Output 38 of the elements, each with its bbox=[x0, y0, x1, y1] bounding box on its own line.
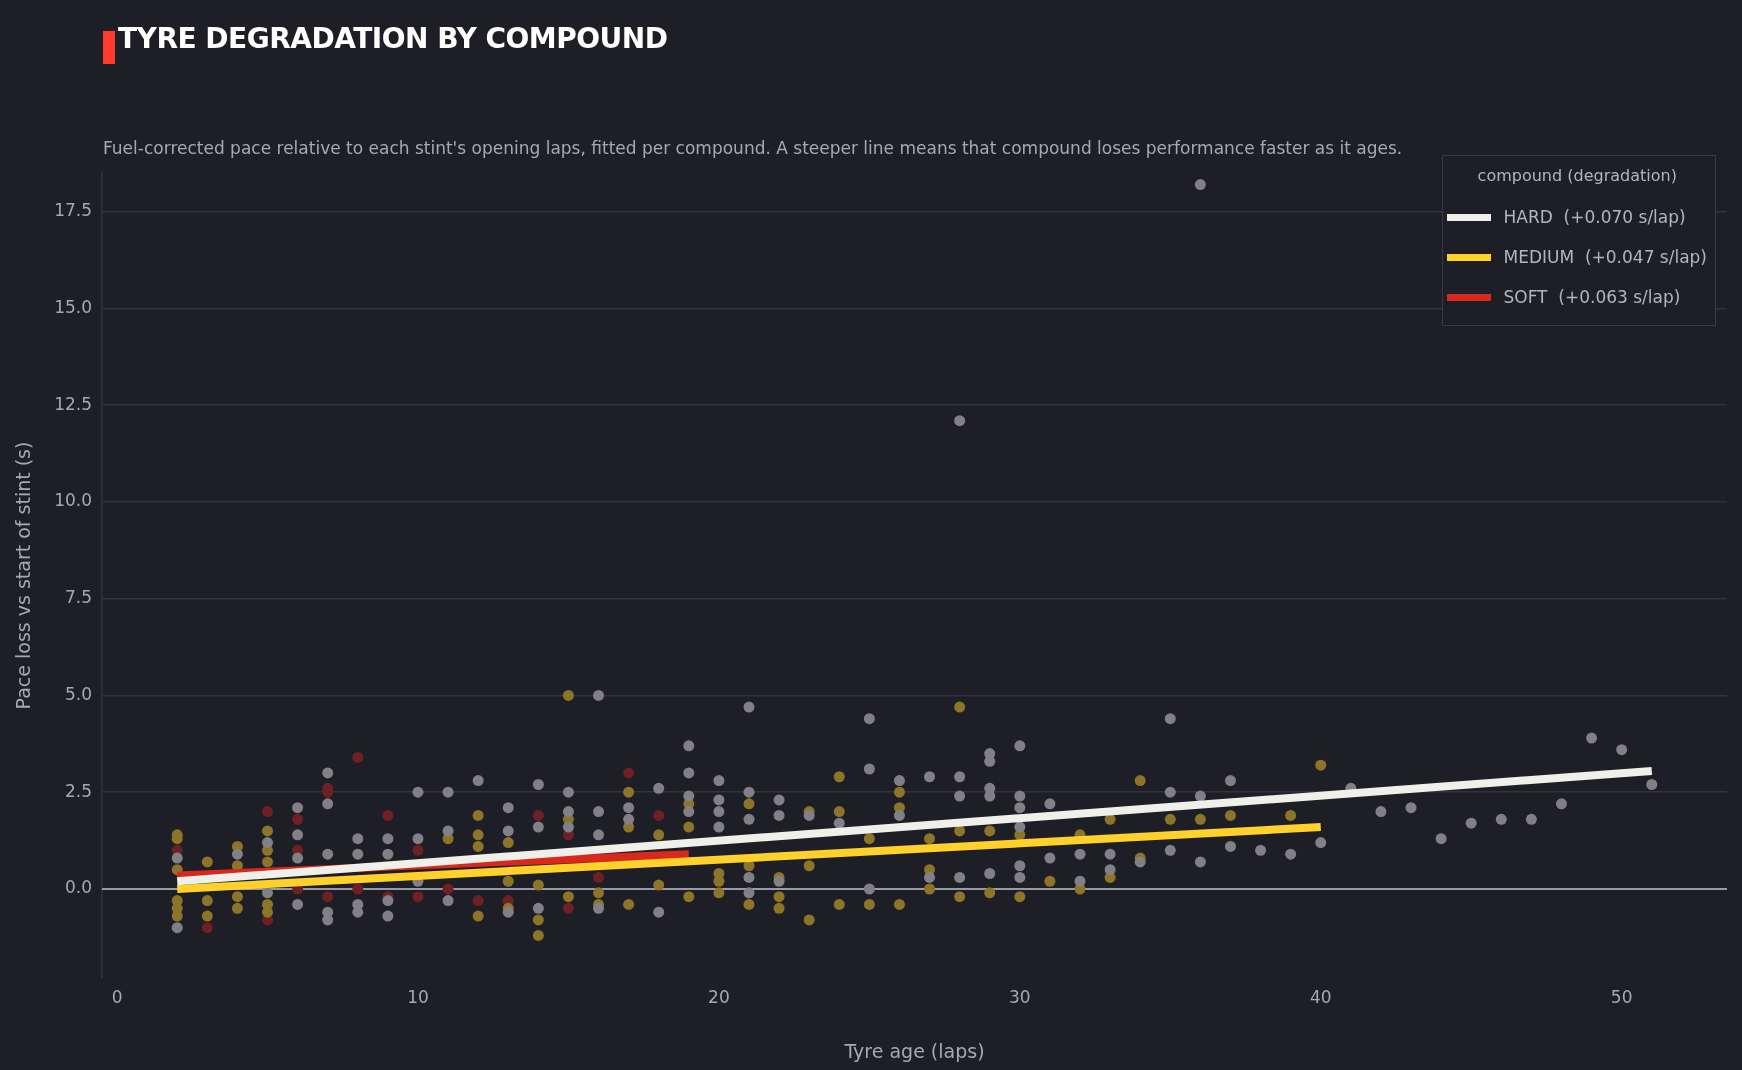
x-tick-label: 0 bbox=[111, 986, 123, 1007]
y-tick-label: 7.5 bbox=[64, 587, 92, 608]
y-tick-label: 17.5 bbox=[54, 200, 92, 221]
point bbox=[593, 871, 605, 883]
point bbox=[352, 883, 364, 895]
point bbox=[201, 922, 213, 934]
legend-title: compound (degradation) bbox=[1476, 166, 1678, 185]
x-tick-label: 50 bbox=[1610, 986, 1633, 1007]
y-tick-label: 5.0 bbox=[64, 683, 92, 704]
legend-label: MEDIUM (+0.047 s/lap) bbox=[1503, 247, 1707, 267]
point bbox=[322, 891, 334, 903]
point bbox=[412, 844, 424, 856]
x-tick-label: 20 bbox=[708, 986, 730, 1007]
y-tick-label: 12.5 bbox=[54, 393, 92, 414]
y-axis-title: Pace loss vs start of stint (s) bbox=[12, 441, 35, 710]
y-tick-label: 2.5 bbox=[64, 780, 92, 801]
x-axis-title: Tyre age (laps) bbox=[843, 1039, 985, 1062]
point bbox=[442, 883, 454, 895]
y-tick-label: 15.0 bbox=[54, 296, 92, 317]
point bbox=[532, 809, 544, 821]
x-tick-label: 30 bbox=[1009, 986, 1031, 1007]
point bbox=[562, 902, 574, 914]
chart-title: TYRE DEGRADATION BY COMPOUND bbox=[118, 22, 668, 55]
y-tick-label: 0.0 bbox=[64, 877, 92, 898]
point bbox=[472, 895, 484, 907]
x-tick-label: 40 bbox=[1309, 986, 1332, 1007]
point bbox=[292, 813, 304, 825]
point bbox=[262, 806, 274, 818]
y-tick-label: 10.0 bbox=[54, 490, 92, 511]
point bbox=[352, 751, 364, 763]
point bbox=[382, 809, 394, 821]
legend-label: SOFT (+0.063 s/lap) bbox=[1503, 287, 1681, 307]
legend-label: HARD (+0.070 s/lap) bbox=[1503, 207, 1686, 227]
point bbox=[623, 767, 635, 779]
point bbox=[412, 891, 424, 903]
chart-subtitle: Fuel-corrected pace relative to each stint's opening laps, fitted per compound. A steeper line means that compound loses performance faster as it ages. bbox=[103, 138, 1403, 158]
point bbox=[653, 809, 665, 821]
x-tick-label: 10 bbox=[407, 986, 429, 1007]
